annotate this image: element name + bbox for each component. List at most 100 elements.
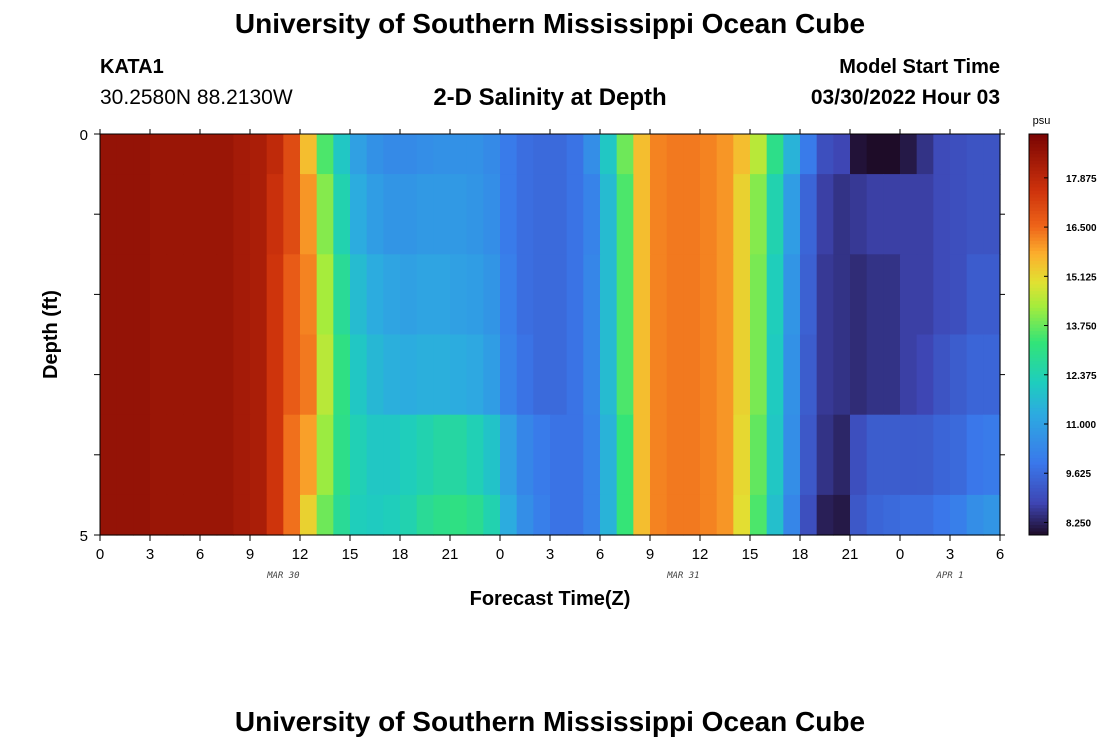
colorbar-segment — [1029, 284, 1048, 289]
heatmap-cell — [250, 174, 268, 255]
heatmap-cell — [950, 494, 968, 536]
heatmap-cell — [616, 254, 634, 336]
heatmap-cell — [816, 254, 834, 336]
heatmap-cell — [400, 254, 418, 336]
heatmap-cell — [166, 334, 184, 416]
heatmap-cell — [133, 334, 151, 416]
x-tick-label: 6 — [596, 546, 604, 563]
heatmap-cell — [450, 414, 468, 496]
heatmap-cell — [500, 494, 518, 536]
colorbar-segment — [1029, 274, 1048, 279]
heatmap-cell — [500, 134, 518, 175]
colorbar-segment — [1029, 384, 1048, 389]
colorbar-segment — [1029, 234, 1048, 239]
heatmap-cell — [250, 414, 268, 496]
heatmap-cell — [900, 414, 918, 496]
heatmap-cell — [133, 254, 151, 336]
colorbar-segment — [1029, 327, 1048, 332]
heatmap-cell — [266, 494, 284, 536]
heatmap-cell — [916, 334, 934, 416]
colorbar-segment — [1029, 160, 1048, 165]
heatmap-cell — [516, 414, 534, 496]
heatmap-cell — [300, 174, 318, 255]
colorbar-segment — [1029, 184, 1048, 188]
heatmap-cell — [283, 254, 301, 336]
heatmap-cell — [466, 134, 484, 175]
heatmap-cell — [816, 494, 834, 536]
heatmap-cell — [816, 334, 834, 416]
heatmap-cell — [783, 134, 801, 175]
heatmap-cell — [183, 334, 201, 416]
colorbar-segment — [1029, 291, 1048, 295]
colorbar-segment — [1029, 394, 1048, 399]
heatmap-cell — [200, 174, 218, 255]
heatmap-cell — [433, 254, 451, 336]
x-tick-label: 6 — [196, 546, 204, 563]
heatmap-cell — [733, 494, 751, 536]
heatmap-cell — [933, 414, 951, 496]
heatmap-cell — [766, 494, 784, 536]
colorbar-segment — [1029, 344, 1048, 349]
colorbar-segment — [1029, 504, 1048, 509]
heatmap-cell — [666, 174, 684, 255]
heatmap-cell — [400, 414, 418, 496]
colorbar-segment — [1029, 364, 1048, 369]
colorbar-segment — [1029, 511, 1048, 516]
colorbar-segment — [1029, 494, 1048, 499]
heatmap-cell — [583, 334, 601, 416]
heatmap-cell — [950, 254, 968, 336]
x-tick-label: 0 — [96, 546, 104, 563]
colorbar-segment — [1029, 361, 1048, 366]
heatmap-cell — [550, 174, 568, 255]
heatmap-cell — [833, 414, 851, 496]
colorbar-segment — [1029, 207, 1048, 212]
colorbar-segment — [1029, 314, 1048, 319]
heatmap-cell — [883, 494, 901, 536]
colorbar-segment — [1029, 448, 1048, 452]
heatmap-cell — [916, 134, 934, 175]
heatmap-cell — [116, 414, 134, 496]
heatmap-cell — [233, 254, 251, 336]
colorbar-segment — [1029, 414, 1048, 419]
heatmap-cell — [416, 134, 434, 175]
heatmap-cell — [566, 494, 584, 536]
colorbar-segment — [1029, 474, 1048, 479]
heatmap-cell — [533, 414, 551, 496]
heatmap-cell — [200, 254, 218, 336]
heatmap-cell — [616, 174, 634, 255]
colorbar-segment — [1029, 468, 1048, 473]
heatmap-cell — [983, 334, 1001, 416]
y-axis-title: Depth (ft) — [40, 290, 62, 379]
heatmap-cell — [116, 134, 134, 175]
colorbar-segment — [1029, 200, 1048, 205]
heatmap-cell — [333, 334, 351, 416]
heatmap-cell — [216, 174, 234, 255]
heatmap-cell — [716, 134, 734, 175]
colorbar-segment — [1029, 247, 1048, 252]
heatmap-cell — [466, 494, 484, 536]
heatmap-cell — [683, 334, 701, 416]
heatmap-cell — [333, 494, 351, 536]
colorbar-segment — [1029, 307, 1048, 312]
colorbar-segment — [1029, 521, 1048, 526]
heatmap-cell — [383, 254, 401, 336]
colorbar-segment — [1029, 277, 1048, 282]
heatmap-cell — [333, 134, 351, 175]
heatmap-cell — [300, 334, 318, 416]
colorbar-segment — [1029, 501, 1048, 506]
heatmap-cell — [133, 414, 151, 496]
colorbar-segment — [1029, 464, 1048, 469]
heatmap-cell — [350, 494, 368, 536]
heatmap-cell — [583, 134, 601, 175]
x-tick-label: 12 — [292, 546, 309, 563]
colorbar-segment — [1029, 357, 1048, 362]
heatmap-cell — [916, 174, 934, 255]
heatmap-cell — [266, 414, 284, 496]
heatmap-cell — [483, 334, 501, 416]
x-tick-label: 18 — [792, 546, 809, 563]
heatmap-cell — [983, 254, 1001, 336]
heatmap-cell — [900, 334, 918, 416]
heatmap-cell — [950, 174, 968, 255]
heatmap-cell — [566, 334, 584, 416]
heatmap-cell — [516, 494, 534, 536]
